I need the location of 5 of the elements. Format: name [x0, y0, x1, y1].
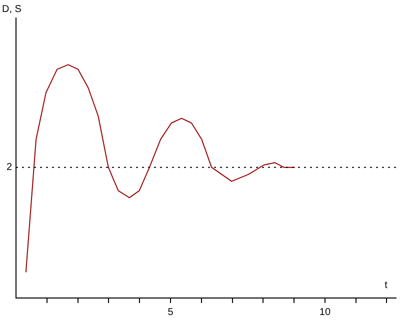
- x-tick-label: 5: [168, 306, 174, 318]
- x-axis-title: t: [384, 280, 388, 291]
- text: 2: [6, 162, 12, 174]
- x-tick-label: 10: [319, 306, 331, 318]
- y-axis-title: D, S: [2, 4, 22, 15]
